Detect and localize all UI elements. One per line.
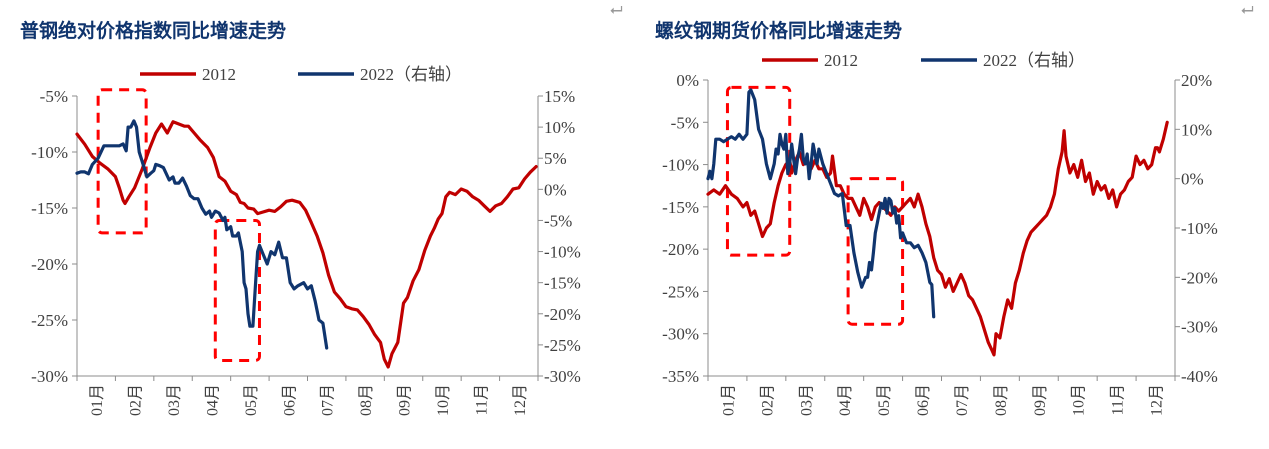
left-tick-label: -25% — [662, 282, 699, 301]
return-arrow-icon: ⮠ — [610, 2, 623, 19]
series-line-2012 — [75, 120, 538, 369]
left-tick-label: -20% — [662, 240, 699, 259]
x-tick-label: 01月 — [720, 384, 737, 416]
series-line-2022 — [75, 119, 329, 350]
line-chart-steel-index: -5% -10% -15% -20% -25% -30% 15% 10% 5% 0% -5% -10%… — [31, 65, 581, 416]
x-tick-label: 08月 — [358, 384, 375, 416]
x-tick-label: 09月 — [397, 384, 414, 416]
right-tick-label: -25% — [544, 336, 581, 355]
x-tick-label: 11月 — [1110, 384, 1127, 415]
x-tick-label: 01月 — [89, 384, 106, 416]
line-chart-rebar-futures: 0% -5% -10% -15% -20% -25% -30% -35% 20% 10% 0% -10… — [662, 51, 1218, 416]
right-tick-label: 10% — [544, 118, 575, 137]
x-tick-label: 03月 — [798, 384, 815, 416]
left-tick-label: 0% — [676, 71, 699, 90]
x-tick-label: 06月 — [915, 384, 932, 416]
highlight-box — [846, 177, 905, 326]
right-tick-label: -5% — [544, 211, 572, 230]
x-tick-label: 07月 — [320, 384, 337, 416]
x-tick-label: 09月 — [1032, 384, 1049, 416]
highlight-box — [213, 218, 261, 362]
series-line-2022 — [706, 88, 936, 319]
legend-label-2012: 2012 — [824, 51, 858, 70]
left-tick-label: -5% — [40, 87, 68, 106]
highlight-box — [725, 85, 792, 257]
legend-label-2022: 2022（右轴） — [360, 65, 462, 84]
x-tick-label: 06月 — [281, 384, 298, 416]
right-tick-label: -20% — [1181, 268, 1218, 287]
right-tick-label: -30% — [1181, 318, 1218, 337]
x-tick-label: 04月 — [837, 384, 854, 416]
x-tick-label: 12月 — [512, 384, 529, 416]
chart-panel-rebar-futures: 螺纹钢期货价格同比增速走势 ⮠ 0% -5% -10% -15% -20% -25% -30… — [635, 0, 1269, 449]
left-tick-label: -10% — [662, 156, 699, 175]
right-tick-label: -30% — [544, 367, 581, 386]
x-tick-label: 11月 — [473, 384, 490, 415]
left-tick-label: -5% — [671, 113, 699, 132]
legend-label-2012: 2012 — [202, 65, 236, 84]
chart-title: 螺纹钢期货价格同比增速走势 — [655, 20, 903, 42]
legend-label-2022: 2022（右轴） — [983, 51, 1085, 70]
right-tick-label: 20% — [1181, 71, 1212, 90]
x-tick-label: 07月 — [954, 384, 971, 416]
right-tick-label: 10% — [1181, 120, 1212, 139]
right-tick-label: 0% — [544, 180, 567, 199]
right-tick-label: -15% — [544, 274, 581, 293]
x-tick-label: 04月 — [204, 384, 221, 416]
right-tick-label: -20% — [544, 305, 581, 324]
x-tick-label: 12月 — [1149, 384, 1166, 416]
right-tick-label: -40% — [1181, 367, 1218, 386]
highlight-box — [96, 88, 148, 235]
x-tick-label: 02月 — [128, 384, 145, 416]
x-tick-label: 05月 — [876, 384, 893, 416]
chart-panel-steel-index: 普钢绝对价格指数同比增速走势 ⮠ -5% -10% -15% -20% -25% -30%… — [0, 0, 634, 449]
left-tick-label: -15% — [662, 198, 699, 217]
right-tick-label: -10% — [1181, 219, 1218, 238]
x-tick-label: 10月 — [1071, 384, 1088, 416]
right-tick-label: 0% — [1181, 170, 1204, 189]
x-tick-label: 08月 — [993, 384, 1010, 416]
series-line-2012 — [706, 120, 1169, 357]
left-tick-label: -25% — [31, 311, 68, 330]
x-tick-label: 05月 — [243, 384, 260, 416]
return-arrow-icon: ⮠ — [1241, 2, 1254, 19]
right-tick-label: 15% — [544, 87, 575, 106]
chart-title: 普钢绝对价格指数同比增速走势 — [20, 20, 287, 42]
left-tick-label: -35% — [662, 367, 699, 386]
left-tick-label: -20% — [31, 255, 68, 274]
right-tick-label: 5% — [544, 149, 567, 168]
left-tick-label: -30% — [31, 367, 68, 386]
left-tick-label: -10% — [31, 143, 68, 162]
left-tick-label: -30% — [662, 325, 699, 344]
x-tick-label: 03月 — [166, 384, 183, 416]
left-tick-label: -15% — [31, 199, 68, 218]
x-tick-label: 10月 — [435, 384, 452, 416]
x-tick-label: 02月 — [759, 384, 776, 416]
right-tick-label: -10% — [544, 243, 581, 262]
